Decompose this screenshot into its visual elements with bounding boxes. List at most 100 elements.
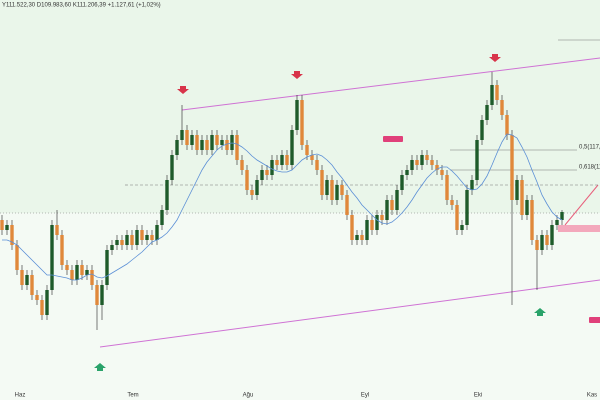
candle-body: [65, 265, 69, 270]
candle-body: [320, 170, 324, 195]
price-header: Y111.522,30 D109.983,60 K111.206,39 +1.1…: [2, 3, 161, 9]
note-tag: [589, 317, 600, 323]
up-arrow: [94, 363, 106, 371]
candle-body: [25, 275, 29, 285]
candle-body: [180, 130, 184, 140]
candle-body: [425, 155, 429, 160]
candle-body: [395, 190, 399, 210]
candle-body: [295, 100, 299, 130]
candle-body: [285, 155, 289, 165]
target-zone: [558, 225, 600, 232]
candle-body: [325, 180, 329, 195]
candle-body: [505, 115, 509, 135]
candle-body: [510, 135, 514, 200]
candle-body: [195, 135, 199, 150]
candle-body: [445, 175, 449, 200]
candle-body: [5, 225, 9, 230]
candle-body: [380, 215, 384, 220]
candle-body: [70, 270, 74, 280]
candle-body: [80, 265, 84, 275]
moving-average: [2, 133, 563, 281]
candle-body: [480, 120, 484, 140]
candle-body: [90, 270, 94, 285]
candle-body: [250, 190, 254, 195]
candle-body: [280, 155, 284, 165]
candle-body: [460, 225, 464, 230]
candle-body: [435, 165, 439, 170]
candle-body: [55, 225, 59, 235]
candle-body: [95, 285, 99, 305]
candle-body: [350, 215, 354, 240]
x-tick-label: Eyl: [361, 393, 369, 399]
candle-body: [165, 180, 169, 210]
candle-body: [0, 220, 4, 230]
note-tag: [383, 136, 403, 142]
candle-body: [270, 160, 274, 175]
candle-body: [245, 170, 249, 190]
candle-body: [200, 140, 204, 150]
candle-body: [240, 160, 244, 170]
candle-body: [10, 225, 14, 245]
candle-body: [370, 220, 374, 230]
candle-body: [290, 130, 294, 165]
candle-body: [205, 140, 209, 150]
projection-arrow: [564, 184, 599, 226]
candle-body: [520, 180, 524, 215]
candle-body: [100, 285, 104, 305]
candle-body: [300, 100, 304, 145]
candle-body: [60, 235, 64, 265]
candle-body: [225, 140, 229, 150]
candle-body: [215, 135, 219, 145]
candle-body: [305, 145, 309, 155]
x-tick-label: Haz: [15, 393, 26, 399]
candle-body: [360, 235, 364, 240]
candle-body: [400, 175, 404, 190]
candle-body: [540, 235, 544, 250]
candle-body: [50, 225, 54, 290]
candle-body: [390, 200, 394, 210]
candle-body: [105, 250, 109, 285]
candle-body: [490, 85, 494, 105]
candle-body: [85, 270, 89, 275]
candle-body: [40, 300, 44, 315]
candle-body: [465, 190, 469, 225]
down-arrow: [291, 71, 303, 79]
trend-line: [181, 57, 600, 111]
candle-body: [260, 170, 264, 180]
candle-body: [185, 130, 189, 145]
x-tick-label: Tem: [127, 393, 138, 399]
down-arrow: [177, 86, 189, 94]
candle-body: [275, 160, 279, 165]
candle-body: [375, 215, 379, 230]
candle-body: [555, 220, 559, 225]
candle-body: [495, 85, 499, 100]
candle-body: [455, 205, 459, 230]
candle-body: [470, 180, 474, 190]
candle-body: [120, 240, 124, 245]
candle-body: [170, 155, 174, 180]
candle-body: [155, 225, 159, 240]
candle-body: [265, 170, 269, 175]
candle-body: [150, 235, 154, 240]
candle-body: [415, 160, 419, 165]
down-arrow: [489, 54, 501, 62]
up-arrow: [534, 308, 546, 316]
candle-body: [30, 275, 34, 295]
candle-body: [365, 220, 369, 240]
candle-body: [220, 140, 224, 145]
candle-body: [560, 212, 564, 220]
x-tick-label: Kas: [587, 393, 597, 399]
x-tick-label: Ağu: [243, 393, 254, 399]
candle-body: [115, 240, 119, 245]
candle-body: [485, 105, 489, 120]
candle-body: [110, 245, 114, 250]
candle-body: [405, 170, 409, 175]
candle-body: [190, 135, 194, 145]
candle-body: [340, 185, 344, 195]
candle-body: [160, 210, 164, 225]
candle-body: [410, 160, 414, 170]
candle-body: [385, 200, 389, 220]
candle-body: [345, 195, 349, 215]
